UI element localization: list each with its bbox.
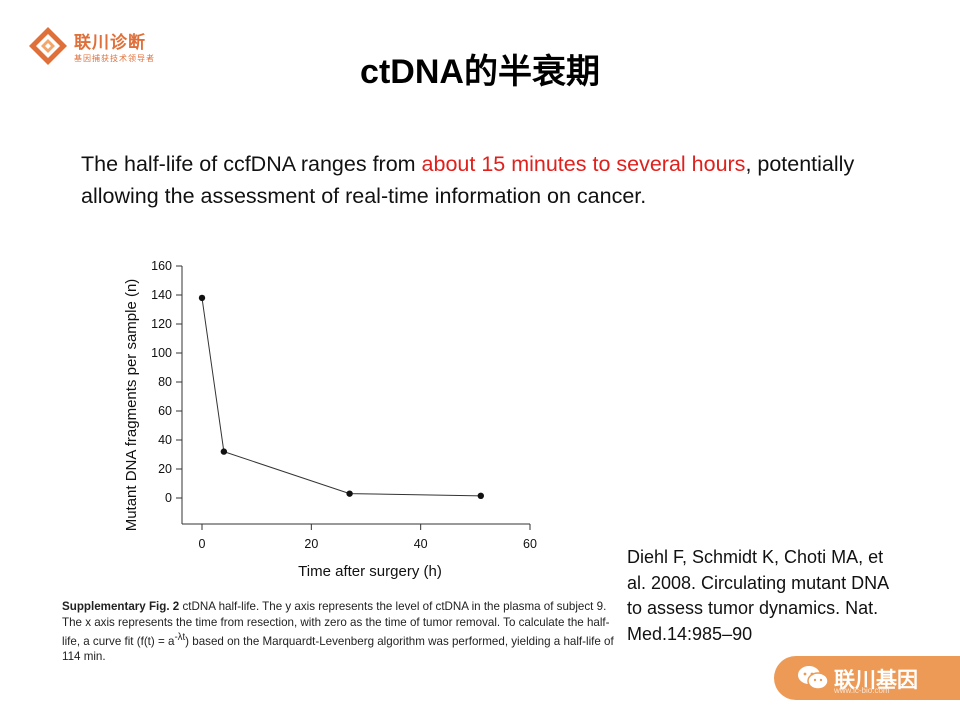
caption-text-end: ) based on the Marquardt-Levenberg algor…: [62, 634, 614, 664]
x-tick-label: 0: [199, 537, 206, 551]
logo-name: 联川诊断: [74, 33, 146, 52]
intro-highlight: about 15 minutes to several hours: [421, 152, 746, 176]
figure-caption: Supplementary Fig. 2 ctDNA half-life. Th…: [62, 599, 614, 665]
y-tick-label: 120: [151, 317, 172, 331]
y-tick-label: 140: [151, 288, 172, 302]
chart-svg: 0 20 40 60 80 100 120 140 160 0 20 40 60 Time after s…: [123, 259, 537, 580]
data-point: [477, 492, 484, 500]
x-tick-label: 20: [304, 537, 318, 551]
brand-logo: 联川诊断 基因捕获技术领导者: [28, 24, 188, 70]
y-tick-label: 100: [151, 346, 172, 360]
wechat-icon: [798, 666, 829, 690]
y-tick-label: 80: [158, 375, 172, 389]
y-tick-label: 0: [165, 491, 172, 505]
y-tick-label: 60: [158, 404, 172, 418]
intro-paragraph: The half-life of ccfDNA ranges from abou…: [81, 148, 901, 212]
citation: Diehl F, Schmidt K, Choti MA, et al. 200…: [627, 547, 889, 644]
caption-label: Supplementary Fig. 2: [62, 600, 180, 613]
caption-text: ctDNA half-life. The y axis represents t…: [62, 600, 610, 648]
y-axis-label: Mutant DNA fragments per sample (n): [123, 279, 140, 532]
slide-title: ctDNA的半衰期: [360, 53, 600, 91]
wechat-badge: 联川基因 www.lc-bio.com: [774, 656, 960, 700]
data-point: [198, 294, 206, 302]
intro-text-after: , potentially allowing the assessment of…: [81, 152, 855, 208]
y-tick-label: 20: [158, 462, 172, 476]
data-point: [220, 448, 228, 455]
x-tick-label: 40: [414, 537, 428, 551]
x-tick-label: 60: [523, 537, 537, 551]
caption-superscript: -λt: [174, 632, 186, 643]
badge-text: 联川基因: [834, 669, 918, 692]
half-life-chart: 0 20 40 60 80 100 120 140 160 0 20 40 60 Time after s…: [100, 248, 560, 588]
y-tick-label: 40: [158, 433, 172, 447]
logo-tagline: 基因捕获技术领导者: [74, 54, 155, 63]
y-tick-label: 160: [151, 259, 172, 273]
logo-mark-icon: [29, 27, 67, 65]
x-axis-label: Time after surgery (h): [298, 563, 442, 580]
data-point: [346, 490, 353, 497]
badge-url: www.lc-bio.com: [834, 686, 890, 695]
series-line: [201, 297, 481, 497]
intro-text-before: The half-life of ccfDNA ranges from: [81, 152, 422, 176]
